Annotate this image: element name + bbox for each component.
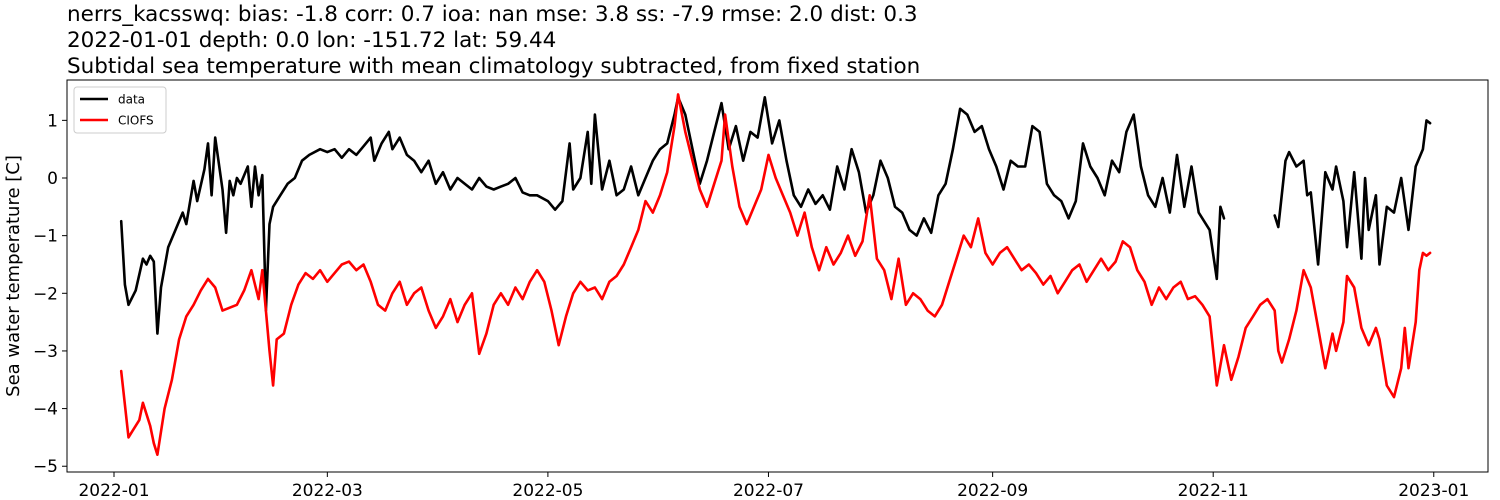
x-tick-label: 2023-01 bbox=[1398, 481, 1469, 500]
y-tick-label: 0 bbox=[47, 169, 58, 189]
legend: data CIOFS bbox=[73, 86, 167, 134]
plot-area bbox=[67, 80, 1488, 472]
x-axis: 2022-01 2022-03 2022-05 2022-07 2022-09 2022-… bbox=[78, 472, 1469, 500]
y-tick-label: −5 bbox=[33, 457, 58, 477]
chart-title: nerrs_kacsswq: bias: -1.8 corr: 0.7 ioa:… bbox=[67, 2, 920, 80]
title-line-stats: nerrs_kacsswq: bias: -1.8 corr: 0.7 ioa:… bbox=[67, 2, 918, 27]
y-tick-label: 1 bbox=[47, 111, 58, 131]
series-line-data-segment-2 bbox=[1273, 119, 1432, 266]
series-layer bbox=[119, 93, 1432, 456]
x-tick-label: 2022-11 bbox=[1178, 481, 1249, 500]
title-line-location: 2022-01-01 depth: 0.0 lon: -151.72 lat: … bbox=[67, 28, 557, 53]
x-tick-label: 2022-09 bbox=[957, 481, 1028, 500]
x-tick-label: 2022-03 bbox=[292, 481, 363, 500]
plot-frame bbox=[66, 79, 1489, 473]
y-tick-label: −4 bbox=[33, 400, 58, 420]
legend-label-data: data bbox=[118, 93, 145, 107]
x-tick-label: 2022-01 bbox=[78, 481, 149, 500]
y-axis: −5 −4 −3 −2 −1 0 1 bbox=[33, 111, 67, 477]
x-tick-label: 2022-05 bbox=[512, 481, 583, 500]
legend-label-ciofs: CIOFS bbox=[118, 114, 154, 128]
y-axis-label: Sea water temperature [C] bbox=[3, 155, 24, 397]
y-tick-label: −2 bbox=[33, 284, 58, 304]
series-line-data-segment-1 bbox=[119, 96, 1226, 335]
series-line-ciofs-segment-1 bbox=[119, 93, 1432, 456]
x-tick-label: 2022-07 bbox=[733, 481, 804, 500]
y-tick-label: −1 bbox=[33, 227, 58, 247]
y-tick-label: −3 bbox=[33, 342, 58, 362]
title-line-description: Subtidal sea temperature with mean clima… bbox=[67, 54, 921, 79]
